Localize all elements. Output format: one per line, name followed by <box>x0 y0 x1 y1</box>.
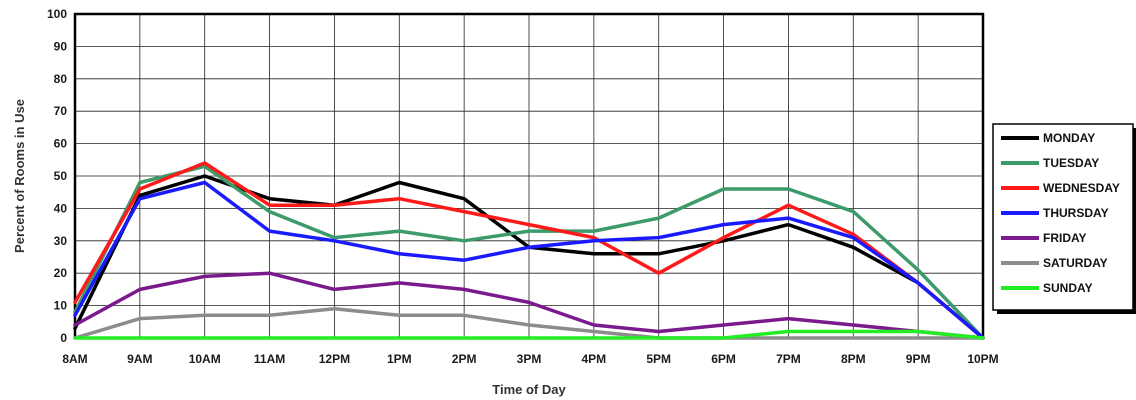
y-tick-label: 30 <box>54 234 68 248</box>
x-tick-label: 7PM <box>776 352 801 366</box>
y-tick-label: 90 <box>54 39 68 53</box>
x-tick-label: 4PM <box>582 352 607 366</box>
legend-label: MONDAY <box>1043 131 1095 145</box>
y-tick-label: 40 <box>54 201 68 215</box>
series-line-wednesday <box>73 161 985 340</box>
legend-box <box>992 123 1134 311</box>
legend-label: FRIDAY <box>1043 231 1087 245</box>
y-tick-label: 50 <box>54 169 68 183</box>
x-tick-label: 10AM <box>189 352 221 366</box>
y-tick-label: 20 <box>54 266 68 280</box>
x-tick-label: 8AM <box>62 352 87 366</box>
x-tick-label: 9AM <box>127 352 152 366</box>
series-line-friday <box>73 271 985 340</box>
x-tick-label: 11AM <box>254 352 285 366</box>
legend-label: SUNDAY <box>1043 281 1093 295</box>
legend-label: THURSDAY <box>1043 206 1109 220</box>
x-tick-label: 12PM <box>319 352 350 366</box>
legend: MONDAY TUESDAY WEDNESDAY THURSDAY FRIDAY SATU… <box>992 123 1136 314</box>
legend-label: WEDNESDAY <box>1043 181 1120 195</box>
x-tick-label: 3PM <box>517 352 542 366</box>
x-tick-label: 8PM <box>841 352 866 366</box>
y-axis-title: Percent of Rooms in Use <box>12 99 27 253</box>
y-tick-label: 80 <box>54 72 68 86</box>
x-tick-label: 1PM <box>387 352 412 366</box>
series-line-thursday <box>73 180 985 340</box>
series-line-tuesday <box>73 164 985 340</box>
y-tick-label: 60 <box>54 137 68 151</box>
y-tick-label: 10 <box>54 299 68 313</box>
y-tick-label: 100 <box>47 7 67 21</box>
x-tick-label: 6PM <box>711 352 736 366</box>
x-tick-label: 10PM <box>967 352 998 366</box>
y-tick-label: 0 <box>60 331 67 345</box>
legend-label: SATURDAY <box>1043 256 1108 270</box>
legend-label: TUESDAY <box>1043 156 1099 170</box>
y-tick-label: 70 <box>54 104 68 118</box>
x-tick-label: 9PM <box>906 352 931 366</box>
grid <box>74 13 984 339</box>
series-line-sunday <box>73 329 985 340</box>
series-line-saturday <box>73 307 985 340</box>
x-tick-label: 5PM <box>646 352 671 366</box>
series-lines <box>73 161 985 340</box>
x-axis-title: Time of Day <box>492 382 566 397</box>
x-tick-label: 2PM <box>452 352 477 366</box>
